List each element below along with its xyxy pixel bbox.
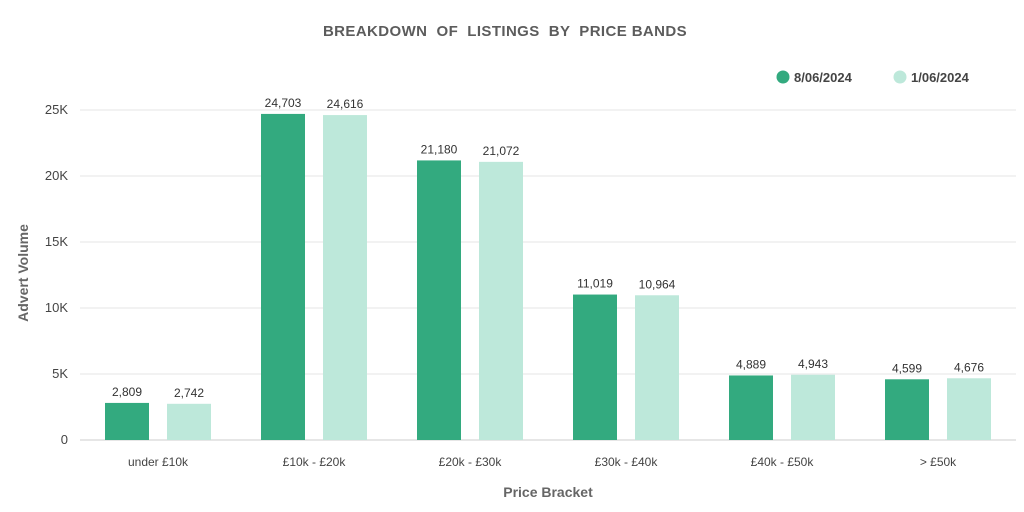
data-label: 4,599 bbox=[892, 361, 922, 375]
data-label: 11,019 bbox=[577, 277, 613, 291]
data-label: 24,616 bbox=[327, 97, 364, 111]
bar bbox=[417, 160, 461, 440]
y-axis-ticks: 0 5K 10K 15K 20K 25K bbox=[45, 102, 68, 447]
y-tick-label: 5K bbox=[52, 366, 68, 381]
x-tick-label: £10k - £20k bbox=[283, 455, 347, 469]
data-label: 2,742 bbox=[174, 386, 204, 400]
data-label: 21,180 bbox=[421, 142, 458, 156]
data-label: 24,703 bbox=[265, 96, 302, 110]
data-label: 10,964 bbox=[639, 277, 676, 291]
data-label: 4,889 bbox=[736, 357, 766, 371]
data-label: 2,809 bbox=[112, 385, 142, 399]
legend-marker bbox=[893, 70, 907, 84]
y-axis-title: Advert Volume bbox=[15, 224, 31, 322]
bar bbox=[635, 295, 679, 440]
bar bbox=[791, 374, 835, 440]
x-tick-label: under £10k bbox=[128, 455, 189, 469]
data-label: 21,072 bbox=[483, 144, 520, 158]
y-tick-label: 15K bbox=[45, 234, 68, 249]
bar bbox=[947, 378, 991, 440]
bar bbox=[167, 403, 211, 440]
bar bbox=[885, 379, 929, 440]
y-gridlines bbox=[80, 109, 1016, 441]
bar bbox=[729, 375, 773, 440]
legend-marker bbox=[776, 70, 790, 84]
y-tick-label: 20K bbox=[45, 168, 68, 183]
y-tick-label: 10K bbox=[45, 300, 68, 315]
x-tick-label: £30k - £40k bbox=[595, 455, 659, 469]
data-label: 4,676 bbox=[954, 360, 984, 374]
bar bbox=[105, 402, 149, 440]
legend-label[interactable]: 1/06/2024 bbox=[911, 70, 970, 85]
legend-label[interactable]: 8/06/2024 bbox=[794, 70, 853, 85]
bars: 2,809 2,742 24,703 24,616 21,180 21,072 11,019… bbox=[105, 96, 991, 441]
data-label: 4,943 bbox=[798, 357, 828, 371]
bar bbox=[323, 115, 367, 441]
x-tick-label: £20k - £30k bbox=[439, 455, 503, 469]
bar bbox=[573, 294, 617, 440]
chart-title: BREAKDOWN OF LISTINGS BY PRICE BANDS bbox=[323, 23, 687, 40]
x-tick-label: > £50k bbox=[920, 455, 957, 469]
bar bbox=[479, 161, 523, 440]
y-tick-label: 25K bbox=[45, 102, 68, 117]
y-tick-label: 0 bbox=[61, 432, 68, 447]
x-axis-ticks: under £10k £10k - £20k £20k - £30k £30k - £… bbox=[128, 455, 957, 469]
bar bbox=[261, 113, 305, 440]
x-tick-label: £40k - £50k bbox=[751, 455, 815, 469]
legend: 8/06/2024 1/06/2024 bbox=[776, 70, 970, 85]
x-axis-title: Price Bracket bbox=[503, 484, 593, 500]
